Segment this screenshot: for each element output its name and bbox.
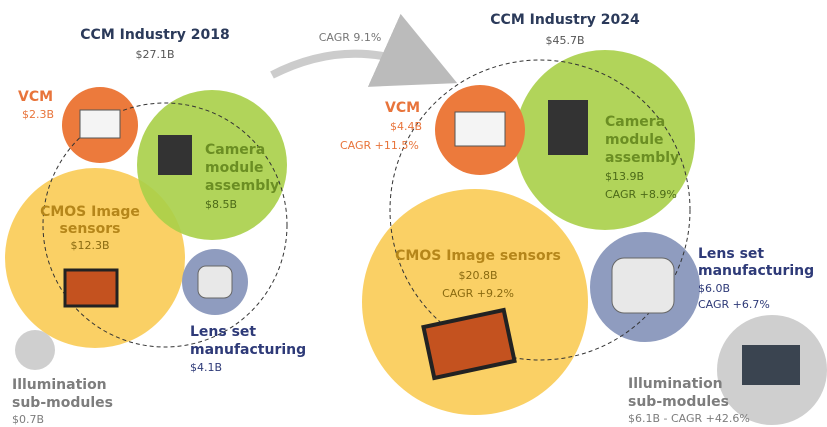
vcm-icon xyxy=(79,109,121,139)
lens-cagr: CAGR +6.7% xyxy=(698,298,770,311)
panel-2018: CCM Industry 2018 $27.1B VCM $2.3B Camer… xyxy=(5,27,306,426)
camera-label: module xyxy=(605,132,664,148)
lens-value: $4.1B xyxy=(190,361,222,374)
panel-total: $45.7B xyxy=(545,34,584,47)
vcm-cagr: CAGR +11.5% xyxy=(340,139,419,152)
cmos-label: CMOS Image sensors xyxy=(395,248,561,264)
lens-label: manufacturing xyxy=(190,342,306,358)
lens-label: Lens set xyxy=(190,324,256,340)
vcm-value: $4.4B xyxy=(390,120,422,133)
lens-value: $6.0B xyxy=(698,282,730,295)
vcm-value: $2.3B xyxy=(22,108,54,121)
camera-value: $13.9B xyxy=(605,170,644,183)
growth-arrow xyxy=(270,13,458,87)
illumination-bubble xyxy=(15,330,55,370)
cmos-bubble xyxy=(5,168,185,348)
camera-bubble xyxy=(515,50,695,230)
cmos-value: $20.8B xyxy=(458,269,497,282)
lens-label: manufacturing xyxy=(698,263,814,279)
camera-icon xyxy=(548,100,588,155)
illumination-label: sub-modules xyxy=(628,394,729,410)
vcm-icon xyxy=(454,111,506,147)
cmos-cagr: CAGR +9.2% xyxy=(442,287,514,300)
lens-icon xyxy=(611,257,675,314)
lens-icon xyxy=(197,265,233,299)
cmos-label: sensors xyxy=(60,221,121,237)
cmos-label: CMOS Image xyxy=(40,204,140,220)
illumination-value: $0.7B xyxy=(12,413,44,426)
cmos-value: $12.3B xyxy=(70,239,109,252)
camera-label: assembly xyxy=(205,178,279,194)
cmos-bubble xyxy=(362,189,588,415)
panel-2024: CCM Industry 2024 $45.7B VCM $4.4B CAGR … xyxy=(340,12,827,425)
illumination-label: Illumination xyxy=(628,376,723,392)
camera-icon xyxy=(158,135,192,175)
vcm-label: VCM xyxy=(18,89,53,105)
camera-cagr: CAGR +8.9% xyxy=(605,188,677,201)
panel-total: $27.1B xyxy=(135,48,174,61)
illumination-icon xyxy=(742,345,800,385)
total-circle xyxy=(42,102,288,348)
illumination-label: sub-modules xyxy=(12,395,113,411)
camera-label: assembly xyxy=(605,150,679,166)
arrow-label: CAGR 9.1% xyxy=(319,31,382,44)
sensor-icon xyxy=(421,307,517,381)
camera-label: module xyxy=(205,160,264,176)
panel-title: CCM Industry 2024 xyxy=(490,12,640,28)
illumination-label: Illumination xyxy=(12,377,107,393)
camera-label: Camera xyxy=(205,142,265,158)
camera-value: $8.5B xyxy=(205,198,237,211)
illumination-value: $6.1B - CAGR +42.6% xyxy=(628,412,750,425)
total-circle xyxy=(389,59,691,361)
camera-bubble xyxy=(137,90,287,240)
sensor-icon xyxy=(63,268,119,308)
panel-title: CCM Industry 2018 xyxy=(80,27,229,43)
vcm-label: VCM xyxy=(385,100,420,116)
camera-label: Camera xyxy=(605,114,665,130)
lens-label: Lens set xyxy=(698,246,764,262)
